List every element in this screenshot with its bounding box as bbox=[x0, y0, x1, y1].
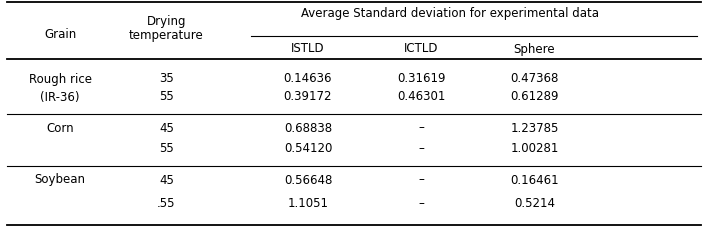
Text: Rough rice: Rough rice bbox=[29, 72, 91, 85]
Text: Corn: Corn bbox=[46, 121, 74, 134]
Text: 0.14636: 0.14636 bbox=[284, 72, 332, 85]
Text: 0.39172: 0.39172 bbox=[284, 90, 332, 103]
Text: 0.31619: 0.31619 bbox=[397, 72, 445, 85]
Text: Soybean: Soybean bbox=[35, 173, 86, 186]
Text: 0.16461: 0.16461 bbox=[510, 173, 559, 186]
Text: (IR-36): (IR-36) bbox=[40, 90, 80, 103]
Text: 0.61289: 0.61289 bbox=[510, 90, 559, 103]
Text: 0.54120: 0.54120 bbox=[284, 142, 332, 155]
Text: Sphere: Sphere bbox=[514, 42, 555, 55]
Text: 0.46301: 0.46301 bbox=[397, 90, 445, 103]
Text: Drying: Drying bbox=[147, 15, 186, 28]
Text: 0.47368: 0.47368 bbox=[510, 72, 559, 85]
Text: 55: 55 bbox=[159, 142, 173, 155]
Text: –: – bbox=[418, 121, 424, 134]
Text: 0.5214: 0.5214 bbox=[514, 197, 555, 210]
Text: 1.1051: 1.1051 bbox=[287, 197, 329, 210]
Text: ISTLD: ISTLD bbox=[291, 42, 325, 55]
Text: 1.00281: 1.00281 bbox=[510, 142, 559, 155]
Text: 45: 45 bbox=[159, 121, 174, 134]
Text: –: – bbox=[418, 142, 424, 155]
Text: 0.56648: 0.56648 bbox=[284, 173, 332, 186]
Text: 1.23785: 1.23785 bbox=[510, 121, 559, 134]
Text: Average Standard deviation for experimental data: Average Standard deviation for experimen… bbox=[301, 8, 598, 20]
Text: –: – bbox=[418, 173, 424, 186]
Text: 35: 35 bbox=[159, 72, 173, 85]
Text: –: – bbox=[418, 197, 424, 210]
Text: ICTLD: ICTLD bbox=[404, 42, 438, 55]
Text: .55: .55 bbox=[157, 197, 176, 210]
Text: temperature: temperature bbox=[129, 29, 204, 42]
Text: 0.68838: 0.68838 bbox=[284, 121, 332, 134]
Text: 45: 45 bbox=[159, 173, 174, 186]
Text: 55: 55 bbox=[159, 90, 173, 103]
Text: Grain: Grain bbox=[44, 28, 76, 41]
